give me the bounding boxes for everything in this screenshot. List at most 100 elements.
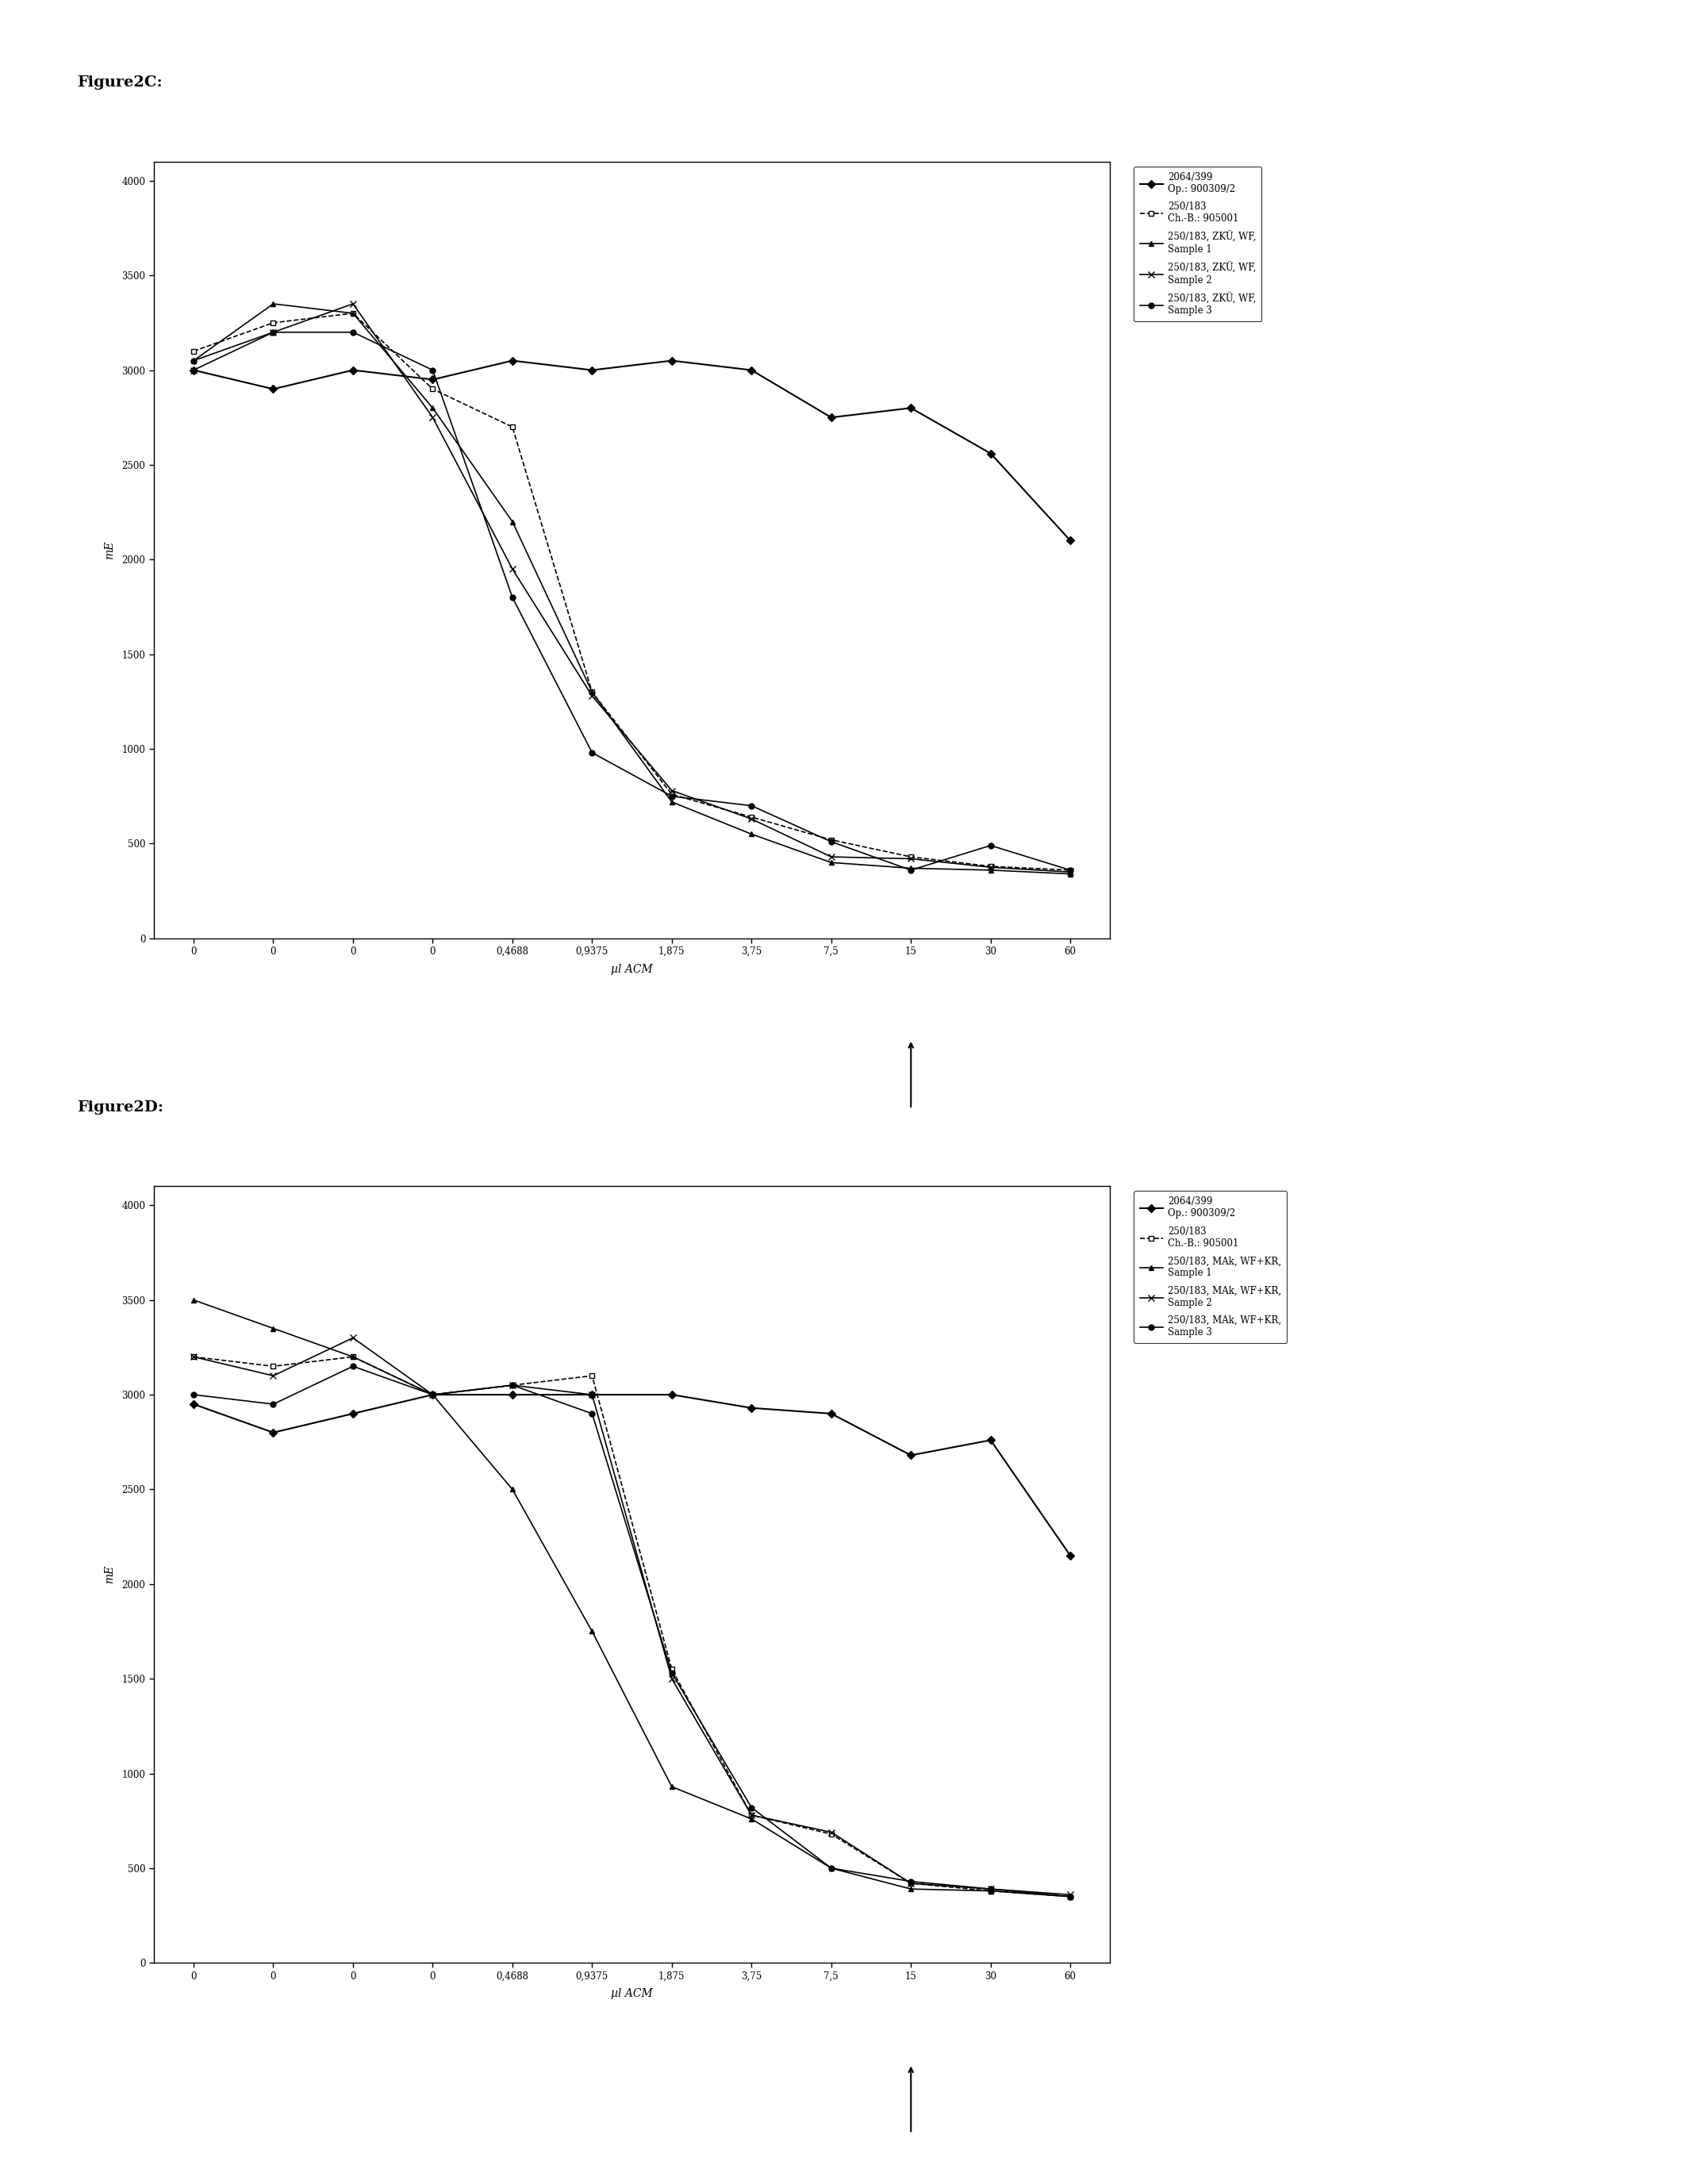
250/183
Ch.-B.: 905001: (4, 2.7e+03): 905001: (4, 2.7e+03) bbox=[502, 414, 523, 440]
250/183, ZKÜ, WF,
Sample 2 bbox=[183, 358, 203, 384]
250/183, MAk, WF+KR,
Sample 1 bbox=[900, 1877, 921, 1902]
250/183, ZKÜ, WF,
Sample 1 bbox=[343, 300, 364, 326]
250/183, MAk, WF+KR,
Sample 2 bbox=[502, 1372, 523, 1398]
2064/399
Op.: 900309/2: (10, 2.56e+03): 900309/2: (10, 2.56e+03) bbox=[980, 440, 1001, 466]
250/183, ZKÜ, WF,
Sample 3 bbox=[343, 319, 364, 345]
250/183, MAk, WF+KR,
Sample 1 bbox=[183, 1288, 203, 1314]
2064/399
Op.: 900309/2: (1, 2.8e+03): 900309/2: (1, 2.8e+03) bbox=[263, 1419, 284, 1445]
250/183, MAk, WF+KR,
Sample 2 bbox=[183, 1344, 203, 1370]
250/183, ZKÜ, WF,
Sample 3 bbox=[183, 347, 203, 373]
250/183, ZKÜ, WF,
Sample 1 bbox=[900, 856, 921, 882]
Line: 250/183
Ch.-B.: 905001: 250/183 Ch.-B.: 905001 bbox=[191, 1355, 1073, 1900]
2064/399
Op.: 900309/2: (5, 3e+03): 900309/2: (5, 3e+03) bbox=[582, 358, 603, 384]
X-axis label: µl ACM: µl ACM bbox=[611, 1989, 652, 2000]
Y-axis label: mE: mE bbox=[104, 1566, 114, 1583]
Line: 2064/399
Op.: 900309/2: 2064/399 Op.: 900309/2 bbox=[191, 358, 1073, 544]
250/183, MAk, WF+KR,
Sample 2 bbox=[422, 1383, 442, 1409]
2064/399
Op.: 900309/2: (11, 2.15e+03): 900309/2: (11, 2.15e+03) bbox=[1061, 1542, 1081, 1568]
Line: 250/183, ZKÜ, WF,
Sample 1: 250/183, ZKÜ, WF, Sample 1 bbox=[191, 302, 1073, 876]
250/183, ZKÜ, WF,
Sample 2 bbox=[661, 779, 681, 805]
250/183, ZKÜ, WF,
Sample 3 bbox=[900, 856, 921, 882]
250/183
Ch.-B.: 905001: (10, 380): 905001: (10, 380) bbox=[980, 854, 1001, 880]
Line: 250/183, MAk, WF+KR,
Sample 3: 250/183, MAk, WF+KR, Sample 3 bbox=[191, 1363, 1073, 1900]
250/183, ZKÜ, WF,
Sample 2 bbox=[582, 684, 603, 710]
250/183, ZKÜ, WF,
Sample 2 bbox=[900, 846, 921, 871]
250/183
Ch.-B.: 905001: (6, 760): 905001: (6, 760) bbox=[661, 781, 681, 807]
250/183
Ch.-B.: 905001: (0, 3.2e+03): 905001: (0, 3.2e+03) bbox=[183, 1344, 203, 1370]
2064/399
Op.: 900309/2: (0, 2.95e+03): 900309/2: (0, 2.95e+03) bbox=[183, 1391, 203, 1417]
Line: 250/183
Ch.-B.: 905001: 250/183 Ch.-B.: 905001 bbox=[191, 311, 1073, 874]
2064/399
Op.: 900309/2: (8, 2.9e+03): 900309/2: (8, 2.9e+03) bbox=[822, 1400, 842, 1426]
2064/399
Op.: 900309/2: (7, 3e+03): 900309/2: (7, 3e+03) bbox=[741, 358, 762, 384]
250/183, ZKÜ, WF,
Sample 2 bbox=[343, 291, 364, 317]
250/183, ZKÜ, WF,
Sample 1 bbox=[263, 291, 284, 317]
250/183, MAk, WF+KR,
Sample 3 bbox=[582, 1400, 603, 1426]
250/183, ZKÜ, WF,
Sample 3 bbox=[422, 358, 442, 384]
250/183, MAk, WF+KR,
Sample 1 bbox=[980, 1879, 1001, 1905]
250/183, MAk, WF+KR,
Sample 3 bbox=[1061, 1883, 1081, 1909]
250/183, ZKÜ, WF,
Sample 1 bbox=[822, 850, 842, 876]
250/183
Ch.-B.: 905001: (5, 3.1e+03): 905001: (5, 3.1e+03) bbox=[582, 1363, 603, 1389]
2064/399
Op.: 900309/2: (2, 3e+03): 900309/2: (2, 3e+03) bbox=[343, 358, 364, 384]
250/183, MAk, WF+KR,
Sample 3 bbox=[741, 1795, 762, 1821]
250/183
Ch.-B.: 905001: (1, 3.25e+03): 905001: (1, 3.25e+03) bbox=[263, 311, 284, 336]
250/183, ZKÜ, WF,
Sample 2 bbox=[502, 557, 523, 582]
2064/399
Op.: 900309/2: (8, 2.75e+03): 900309/2: (8, 2.75e+03) bbox=[822, 406, 842, 431]
250/183
Ch.-B.: 905001: (7, 780): 905001: (7, 780) bbox=[741, 1803, 762, 1829]
Line: 250/183, ZKÜ, WF,
Sample 3: 250/183, ZKÜ, WF, Sample 3 bbox=[191, 330, 1073, 874]
2064/399
Op.: 900309/2: (0, 3e+03): 900309/2: (0, 3e+03) bbox=[183, 358, 203, 384]
250/183, ZKÜ, WF,
Sample 1 bbox=[980, 856, 1001, 882]
2064/399
Op.: 900309/2: (11, 2.1e+03): 900309/2: (11, 2.1e+03) bbox=[1061, 528, 1081, 554]
250/183
Ch.-B.: 905001: (0, 3.1e+03): 905001: (0, 3.1e+03) bbox=[183, 339, 203, 365]
250/183, MAk, WF+KR,
Sample 3 bbox=[661, 1661, 681, 1687]
250/183
Ch.-B.: 905001: (8, 520): 905001: (8, 520) bbox=[822, 826, 842, 852]
250/183, ZKÜ, WF,
Sample 1 bbox=[582, 679, 603, 705]
250/183, ZKÜ, WF,
Sample 3 bbox=[661, 783, 681, 809]
250/183, MAk, WF+KR,
Sample 1 bbox=[661, 1773, 681, 1799]
250/183, MAk, WF+KR,
Sample 3 bbox=[422, 1383, 442, 1409]
250/183, ZKÜ, WF,
Sample 1 bbox=[502, 509, 523, 535]
250/183, ZKÜ, WF,
Sample 3 bbox=[741, 794, 762, 820]
250/183, MAk, WF+KR,
Sample 2 bbox=[1061, 1881, 1081, 1907]
250/183, MAk, WF+KR,
Sample 1 bbox=[1061, 1883, 1081, 1909]
250/183, MAk, WF+KR,
Sample 1 bbox=[741, 1805, 762, 1831]
250/183, MAk, WF+KR,
Sample 1 bbox=[502, 1475, 523, 1501]
250/183, ZKÜ, WF,
Sample 1 bbox=[183, 347, 203, 373]
250/183, ZKÜ, WF,
Sample 2 bbox=[263, 319, 284, 345]
250/183, MAk, WF+KR,
Sample 3 bbox=[183, 1383, 203, 1409]
250/183, ZKÜ, WF,
Sample 2 bbox=[1061, 858, 1081, 884]
250/183
Ch.-B.: 905001: (2, 3.3e+03): 905001: (2, 3.3e+03) bbox=[343, 300, 364, 326]
250/183, MAk, WF+KR,
Sample 2 bbox=[582, 1383, 603, 1409]
2064/399
Op.: 900309/2: (4, 3.05e+03): 900309/2: (4, 3.05e+03) bbox=[502, 347, 523, 373]
250/183, MAk, WF+KR,
Sample 1 bbox=[263, 1316, 284, 1342]
250/183, ZKÜ, WF,
Sample 3 bbox=[980, 833, 1001, 858]
Legend: 2064/399
Op.: 900309/2, 250/183
Ch.-B.: 905001, 250/183, ZKÜ, WF,
Sample 1, 250/: 2064/399 Op.: 900309/2, 250/183 Ch.-B.: … bbox=[1134, 166, 1262, 321]
250/183, MAk, WF+KR,
Sample 3 bbox=[502, 1372, 523, 1398]
250/183
Ch.-B.: 905001: (7, 640): 905001: (7, 640) bbox=[741, 805, 762, 830]
250/183
Ch.-B.: 905001: (5, 1.3e+03): 905001: (5, 1.3e+03) bbox=[582, 679, 603, 705]
Text: Figure2D:: Figure2D: bbox=[77, 1100, 164, 1115]
2064/399
Op.: 900309/2: (3, 3e+03): 900309/2: (3, 3e+03) bbox=[422, 1383, 442, 1409]
2064/399
Op.: 900309/2: (6, 3e+03): 900309/2: (6, 3e+03) bbox=[661, 1383, 681, 1409]
250/183, ZKÜ, WF,
Sample 3 bbox=[1061, 856, 1081, 882]
250/183, MAk, WF+KR,
Sample 1 bbox=[822, 1855, 842, 1881]
250/183, ZKÜ, WF,
Sample 2 bbox=[422, 406, 442, 431]
2064/399
Op.: 900309/2: (6, 3.05e+03): 900309/2: (6, 3.05e+03) bbox=[661, 347, 681, 373]
Y-axis label: mE: mE bbox=[104, 541, 114, 559]
2064/399
Op.: 900309/2: (4, 3e+03): 900309/2: (4, 3e+03) bbox=[502, 1383, 523, 1409]
Line: 250/183, ZKÜ, WF,
Sample 2: 250/183, ZKÜ, WF, Sample 2 bbox=[190, 300, 1074, 876]
250/183
Ch.-B.: 905001: (11, 360): 905001: (11, 360) bbox=[1061, 856, 1081, 882]
250/183, MAk, WF+KR,
Sample 2 bbox=[980, 1877, 1001, 1902]
250/183, ZKÜ, WF,
Sample 2 bbox=[980, 854, 1001, 880]
X-axis label: µl ACM: µl ACM bbox=[611, 964, 652, 975]
250/183
Ch.-B.: 905001: (11, 350): 905001: (11, 350) bbox=[1061, 1883, 1081, 1909]
Line: 250/183, MAk, WF+KR,
Sample 1: 250/183, MAk, WF+KR, Sample 1 bbox=[191, 1296, 1073, 1900]
250/183, ZKÜ, WF,
Sample 3 bbox=[263, 319, 284, 345]
2064/399
Op.: 900309/2: (1, 2.9e+03): 900309/2: (1, 2.9e+03) bbox=[263, 375, 284, 401]
250/183
Ch.-B.: 905001: (3, 2.9e+03): 905001: (3, 2.9e+03) bbox=[422, 375, 442, 401]
250/183, ZKÜ, WF,
Sample 3 bbox=[822, 828, 842, 854]
250/183, MAk, WF+KR,
Sample 1 bbox=[582, 1618, 603, 1644]
250/183
Ch.-B.: 905001: (10, 380): 905001: (10, 380) bbox=[980, 1879, 1001, 1905]
250/183, ZKÜ, WF,
Sample 2 bbox=[822, 843, 842, 869]
250/183, ZKÜ, WF,
Sample 3 bbox=[502, 585, 523, 610]
